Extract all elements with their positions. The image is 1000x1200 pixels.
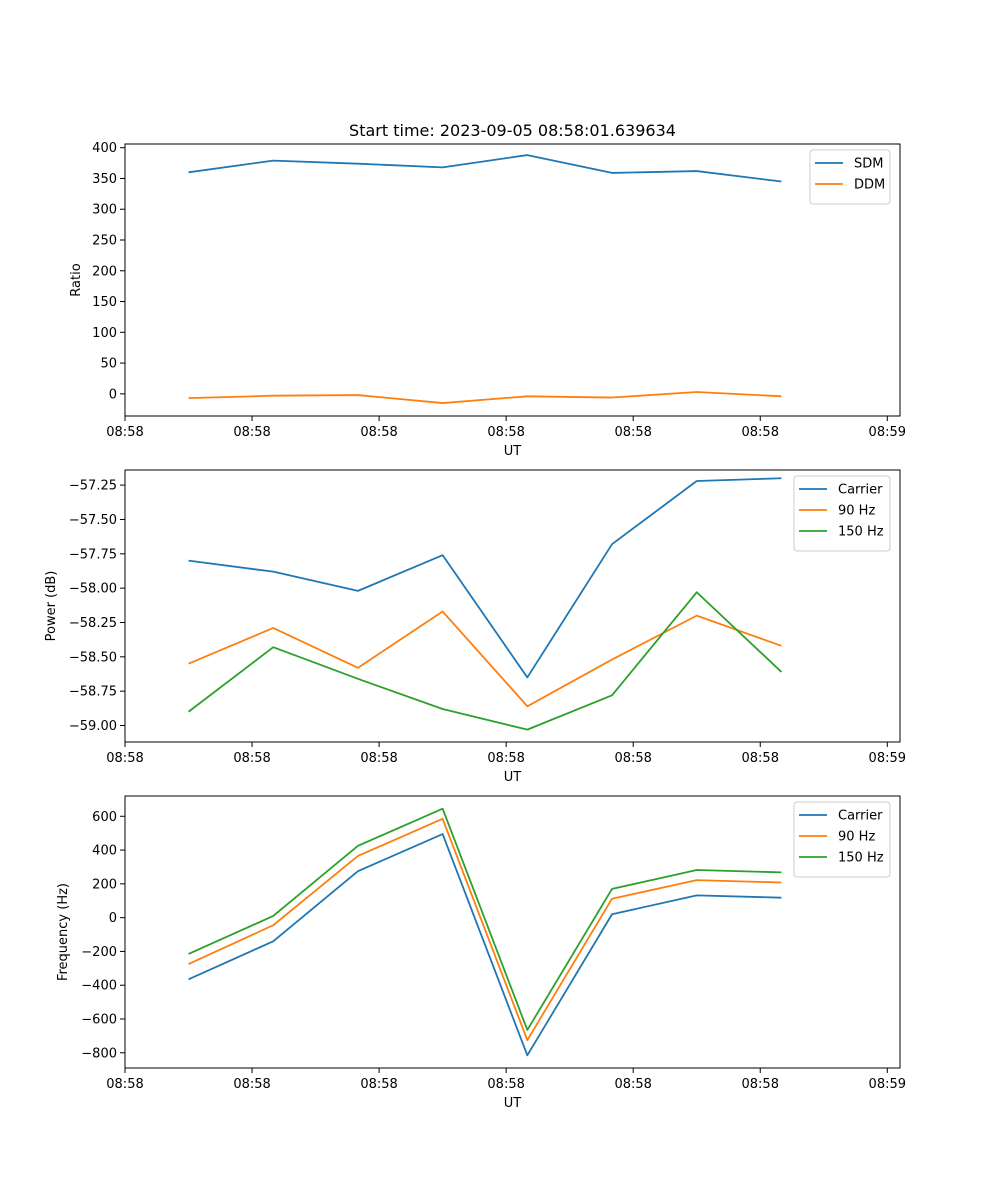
frequency-x-tick-label: 08:58 <box>360 1077 397 1092</box>
frequency-y-axis-label: Frequency (Hz) <box>56 883 71 981</box>
frequency-series-carrier-line <box>188 833 782 1057</box>
power-y-tick-label: −58.25 <box>69 616 117 631</box>
power-y-tick-label: −58.75 <box>69 685 117 700</box>
ratio-y-tick-label: 100 <box>92 326 117 341</box>
ratio-x-tick-label: 08:58 <box>487 425 524 440</box>
power-x-tick-label: 08:58 <box>233 751 270 766</box>
ratio-y-tick-label: 50 <box>100 357 117 372</box>
power-y-tick-label: −59.00 <box>69 719 117 734</box>
ratio-x-tick-label: 08:59 <box>869 425 906 440</box>
ratio-x-tick-label: 08:58 <box>360 425 397 440</box>
power-axes-frame <box>124 469 901 743</box>
power-x-tick-label: 08:58 <box>106 751 143 766</box>
ratio-y-tick-label: 200 <box>92 264 117 279</box>
power-x-tick-label: 08:58 <box>360 751 397 766</box>
ratio-axes-frame <box>124 143 901 417</box>
frequency-y-tick-label: −200 <box>81 945 117 960</box>
ratio-legend-label: DDM <box>854 178 885 193</box>
power-y-tick-label: −58.00 <box>69 582 117 597</box>
frequency-y-tick-label: −400 <box>81 979 117 994</box>
power-legend-label: 150 Hz <box>838 525 884 540</box>
ratio-x-tick-label: 08:58 <box>614 425 651 440</box>
frequency-y-tick-label: 0 <box>109 911 117 926</box>
ratio-x-tick-label: 08:58 <box>106 425 143 440</box>
ratio-y-tick-label: 0 <box>109 387 117 402</box>
frequency-y-tick-label: −800 <box>81 1046 117 1061</box>
ratio-y-tick-label: 150 <box>92 295 117 310</box>
power-y-tick-label: −57.75 <box>69 547 117 562</box>
frequency-axes-frame <box>124 795 901 1069</box>
power-y-axis-label: Power (dB) <box>44 571 59 642</box>
ratio-x-tick-label: 08:58 <box>233 425 270 440</box>
frequency-y-tick-label: −600 <box>81 1013 117 1028</box>
frequency-series-90-hz-line <box>188 817 782 1042</box>
ratio-y-tick-label: 300 <box>92 203 117 218</box>
frequency-y-tick-label: 200 <box>92 877 117 892</box>
frequency-x-tick-label: 08:59 <box>869 1077 906 1092</box>
frequency-y-tick-label: 600 <box>92 810 117 825</box>
power-legend-label: 90 Hz <box>838 504 875 519</box>
ratio-legend-label: SDM <box>854 157 883 172</box>
frequency-x-tick-label: 08:58 <box>742 1077 779 1092</box>
frequency-x-tick-label: 08:58 <box>233 1077 270 1092</box>
power-x-tick-label: 08:58 <box>742 751 779 766</box>
power-series-90-hz-line <box>188 610 782 708</box>
frequency-legend-box <box>793 801 891 878</box>
frequency-y-tick-label: 400 <box>92 844 117 859</box>
frequency-panel: 08:58 08:58 08:58 08:58 08:58 08:58 08:59 −800 −… <box>56 795 906 1111</box>
power-x-tick-label: 08:59 <box>869 751 906 766</box>
frequency-legend-label: 150 Hz <box>838 851 884 866</box>
power-x-axis-label: UT <box>504 770 522 785</box>
ratio-y-axis-label: Ratio <box>69 263 84 296</box>
ratio-panel: 08:58 08:58 08:58 08:58 08:58 08:58 08:59 0 50 10… <box>69 141 906 459</box>
power-series-carrier-line <box>188 477 782 679</box>
ratio-x-axis-label: UT <box>504 444 522 459</box>
frequency-x-tick-label: 08:58 <box>487 1077 524 1092</box>
ratio-x-tick-label: 08:58 <box>742 425 779 440</box>
frequency-x-axis-label: UT <box>504 1096 522 1111</box>
figure-title: Start time: 2023-09-05 08:58:01.639634 <box>349 121 676 140</box>
power-panel: 08:58 08:58 08:58 08:58 08:58 08:58 08:59 −59.0… <box>44 469 906 785</box>
power-y-tick-label: −57.25 <box>69 479 117 494</box>
power-x-tick-label: 08:58 <box>487 751 524 766</box>
frequency-legend-label: Carrier <box>838 809 883 824</box>
frequency-legend-label: 90 Hz <box>838 830 875 845</box>
ratio-y-tick-label: 250 <box>92 234 117 249</box>
power-legend-label: Carrier <box>838 483 883 498</box>
ratio-series-sdm-line <box>188 154 782 183</box>
power-y-tick-label: −57.50 <box>69 513 117 528</box>
frequency-x-tick-label: 08:58 <box>614 1077 651 1092</box>
power-series-150-hz-line <box>187 591 783 731</box>
ratio-y-tick-label: 350 <box>92 172 117 187</box>
power-legend-box <box>793 475 891 552</box>
frequency-series-150-hz-line <box>188 807 782 1031</box>
power-x-tick-label: 08:58 <box>614 751 651 766</box>
ratio-series-ddm-line <box>188 391 782 404</box>
frequency-x-tick-label: 08:58 <box>106 1077 143 1092</box>
power-y-tick-label: −58.50 <box>69 650 117 665</box>
ratio-y-tick-label: 400 <box>92 141 117 156</box>
